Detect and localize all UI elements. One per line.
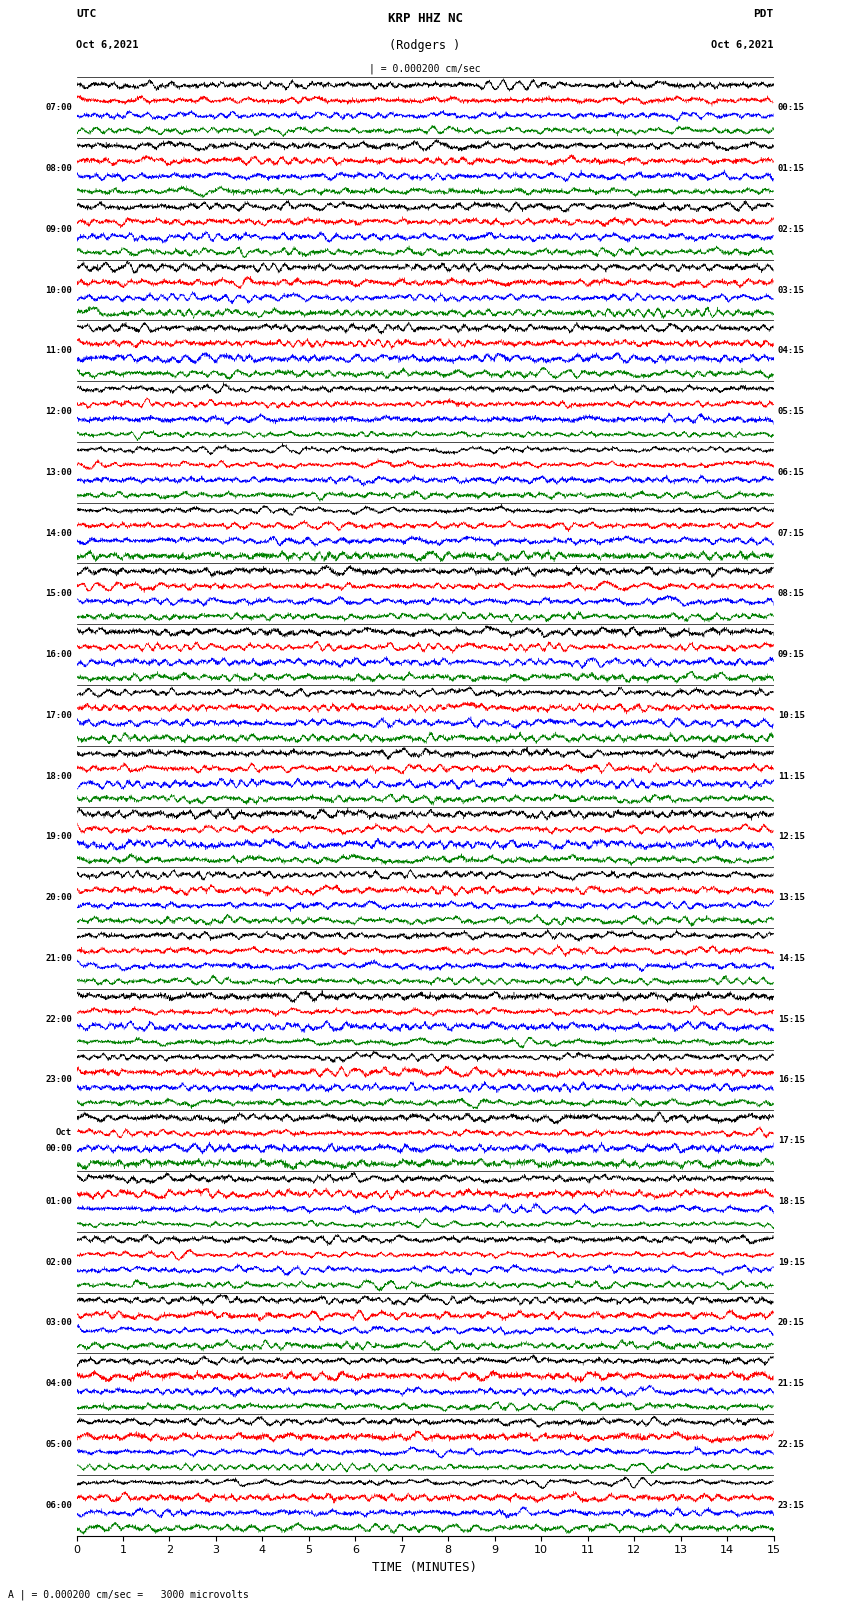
Text: 10:00: 10:00 [45, 286, 72, 295]
Text: 10:15: 10:15 [778, 711, 805, 719]
Text: PDT: PDT [753, 10, 774, 19]
Text: 15:00: 15:00 [45, 589, 72, 598]
Text: 06:00: 06:00 [45, 1500, 72, 1510]
Text: 12:15: 12:15 [778, 832, 805, 842]
Text: 20:15: 20:15 [778, 1318, 805, 1327]
Text: 20:00: 20:00 [45, 894, 72, 902]
Text: 23:15: 23:15 [778, 1500, 805, 1510]
X-axis label: TIME (MINUTES): TIME (MINUTES) [372, 1561, 478, 1574]
Text: 14:00: 14:00 [45, 529, 72, 537]
Text: 03:15: 03:15 [778, 286, 805, 295]
Text: 16:15: 16:15 [778, 1076, 805, 1084]
Text: 21:00: 21:00 [45, 953, 72, 963]
Text: Oct: Oct [56, 1127, 72, 1137]
Text: 12:00: 12:00 [45, 406, 72, 416]
Text: 00:15: 00:15 [778, 103, 805, 113]
Text: 07:00: 07:00 [45, 103, 72, 113]
Text: 23:00: 23:00 [45, 1076, 72, 1084]
Text: Oct 6,2021: Oct 6,2021 [76, 40, 139, 50]
Text: 05:15: 05:15 [778, 406, 805, 416]
Text: 18:00: 18:00 [45, 771, 72, 781]
Text: 19:00: 19:00 [45, 832, 72, 842]
Text: 02:15: 02:15 [778, 224, 805, 234]
Text: 04:15: 04:15 [778, 347, 805, 355]
Text: 16:00: 16:00 [45, 650, 72, 660]
Text: 08:00: 08:00 [45, 165, 72, 173]
Text: 19:15: 19:15 [778, 1258, 805, 1266]
Text: | = 0.000200 cm/sec: | = 0.000200 cm/sec [369, 63, 481, 74]
Text: 18:15: 18:15 [778, 1197, 805, 1207]
Text: UTC: UTC [76, 10, 97, 19]
Text: 13:15: 13:15 [778, 894, 805, 902]
Text: 09:15: 09:15 [778, 650, 805, 660]
Text: 22:15: 22:15 [778, 1440, 805, 1448]
Text: 07:15: 07:15 [778, 529, 805, 537]
Text: 11:00: 11:00 [45, 347, 72, 355]
Text: 00:00: 00:00 [45, 1144, 72, 1153]
Text: 01:15: 01:15 [778, 165, 805, 173]
Text: 22:00: 22:00 [45, 1015, 72, 1024]
Text: 14:15: 14:15 [778, 953, 805, 963]
Text: 15:15: 15:15 [778, 1015, 805, 1024]
Text: 09:00: 09:00 [45, 224, 72, 234]
Text: 04:00: 04:00 [45, 1379, 72, 1389]
Text: 03:00: 03:00 [45, 1318, 72, 1327]
Text: 13:00: 13:00 [45, 468, 72, 477]
Text: 17:00: 17:00 [45, 711, 72, 719]
Text: 21:15: 21:15 [778, 1379, 805, 1389]
Text: 06:15: 06:15 [778, 468, 805, 477]
Text: 11:15: 11:15 [778, 771, 805, 781]
Text: KRP HHZ NC: KRP HHZ NC [388, 11, 462, 24]
Text: Oct 6,2021: Oct 6,2021 [711, 40, 774, 50]
Text: A | = 0.000200 cm/sec =   3000 microvolts: A | = 0.000200 cm/sec = 3000 microvolts [8, 1589, 249, 1600]
Text: 17:15: 17:15 [778, 1136, 805, 1145]
Text: (Rodgers ): (Rodgers ) [389, 39, 461, 52]
Text: 02:00: 02:00 [45, 1258, 72, 1266]
Text: 05:00: 05:00 [45, 1440, 72, 1448]
Text: 08:15: 08:15 [778, 589, 805, 598]
Text: 01:00: 01:00 [45, 1197, 72, 1207]
